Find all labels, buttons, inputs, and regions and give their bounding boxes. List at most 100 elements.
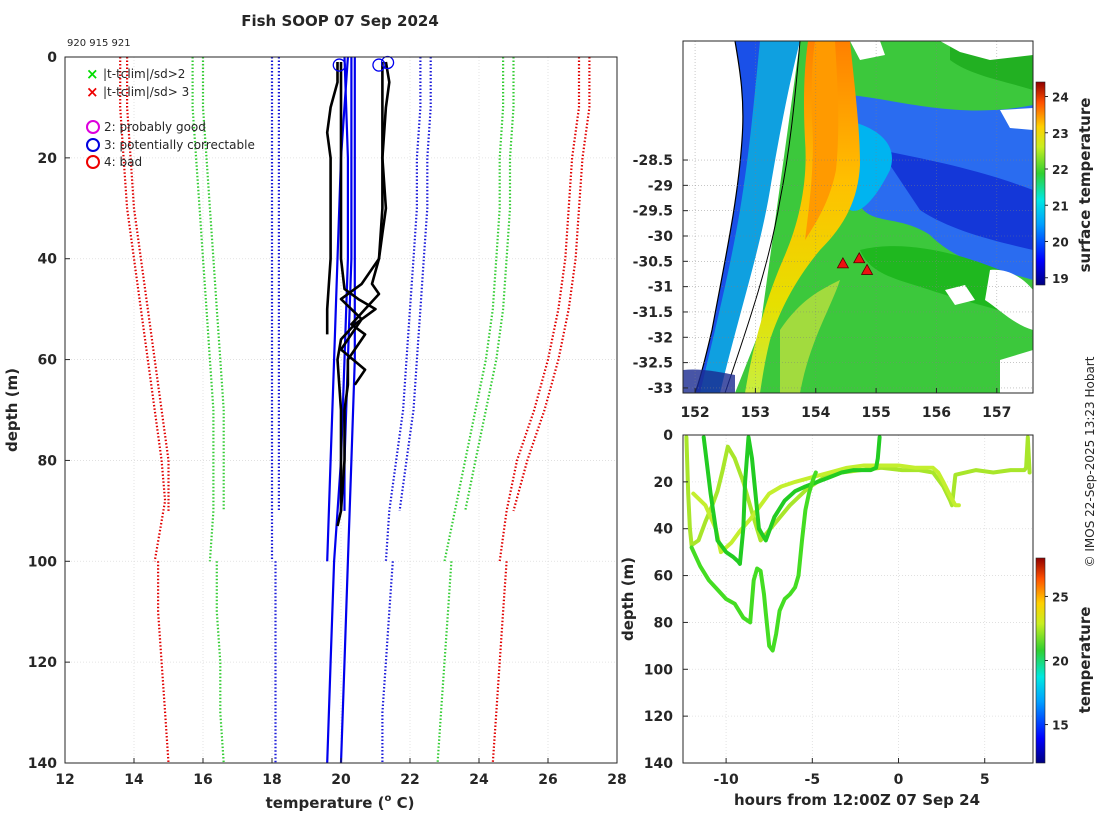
map-y-tick-label: -33 <box>648 381 673 397</box>
depth-time-y-tick-label: 0 <box>663 428 673 444</box>
climatology-envelope-line <box>191 57 215 562</box>
sst-colorbar-tick-label: 21 <box>1052 199 1069 213</box>
observed-profile-line <box>339 62 384 511</box>
profile-y-tick-label: 60 <box>38 353 58 369</box>
legend-label-flag3: 3: potentially correctable <box>104 138 255 152</box>
profile-x-label: temperature (o C) <box>266 793 415 812</box>
station-markers <box>836 251 874 275</box>
map-y-tick-label: -30.5 <box>633 254 673 270</box>
profile-x-tick-label: 14 <box>124 772 144 788</box>
depth-time-y-tick-label: 20 <box>654 475 674 491</box>
depth-time-x-tick-label: 5 <box>980 772 990 788</box>
legend-label-flag4: 4: bad <box>104 155 142 169</box>
map-x-tick-label: 156 <box>922 405 951 421</box>
profile-y-tick-label: 140 <box>28 756 57 772</box>
map-y-tick-label: -30 <box>648 229 674 245</box>
station-triangle <box>836 257 850 269</box>
depth-time-tracks <box>684 435 1032 653</box>
depth-time-y-label: depth (m) <box>619 557 637 641</box>
legend-item-flag2: 2: probably good <box>86 120 206 134</box>
temperature-colorbar-tick-label: 15 <box>1052 719 1069 733</box>
observed-profile-line <box>325 62 339 335</box>
map-y-tick-label: -29 <box>648 178 673 194</box>
profile-y-tick-label: 120 <box>28 655 57 671</box>
sst-colorbar-label: surface temperature <box>1076 98 1094 273</box>
depth-time-y-tick-label: 100 <box>644 662 673 678</box>
map-y-ticks: -28.5 -29 -29.5 -30 -30.5 -31 -31.5 -32 -32.5 -33 <box>633 153 688 397</box>
sst-colorbar <box>1035 81 1046 286</box>
depth-time-chart: -10 -5 0 5 0 20 40 60 80 100 120 140 hours from 12… <box>619 428 1094 809</box>
legend-item-flag4: 4: bad <box>86 155 142 169</box>
sst-colorbar-tick-label: 24 <box>1052 91 1069 105</box>
red-x-marker: × <box>86 83 99 101</box>
mean-profile-line <box>339 57 356 764</box>
depth-time-axes-box <box>682 434 1034 764</box>
profile-y-tick-label: 100 <box>28 554 57 570</box>
map-x-tick-label: 157 <box>982 405 1011 421</box>
climatology-envelope-line <box>384 57 422 562</box>
sst-map: 152 153 154 155 156 157 -28.5 -29 -29.5 -30 -30.5… <box>633 40 1094 421</box>
sst-field <box>683 41 1033 393</box>
profile-y-tick-label: 80 <box>38 453 58 469</box>
sst-colorbar-tick-label: 20 <box>1052 236 1069 250</box>
legend-label-clim3: |t-tclim|/sd> 3 <box>103 85 189 99</box>
map-y-tick-label: -31 <box>648 280 673 296</box>
map-x-tick-label: 155 <box>861 405 890 421</box>
climatology-envelope-line <box>398 57 432 512</box>
profile-x-tick-label: 22 <box>400 772 419 788</box>
map-y-tick-label: -32.5 <box>633 356 673 372</box>
temperature-colorbar-tick-label: 25 <box>1052 590 1069 604</box>
legend-label-clim2: |t-tclim|/sd>2 <box>103 67 185 81</box>
legend-item-clim2: × |t-tclim|/sd>2 <box>86 65 185 83</box>
temperature-colorbar-ticks: 15 20 25 <box>1045 590 1069 733</box>
profile-chart: 12 14 16 18 20 22 24 26 28 0 20 40 60 80 100 120 140 Fi… <box>3 12 627 812</box>
profile-y-tick-label: 20 <box>38 151 58 167</box>
depth-time-x-ticks: -10 -5 0 5 <box>713 758 990 788</box>
profile-x-tick-label: 28 <box>607 772 626 788</box>
climatology-envelope-line <box>215 561 225 764</box>
legend-item-clim3: × |t-tclim|/sd> 3 <box>86 83 189 101</box>
map-x-ticks: 152 153 154 155 156 157 <box>680 388 1011 421</box>
climatology-envelope-line <box>125 57 170 511</box>
observed-profile-line <box>336 62 377 527</box>
depth-time-y-tick-label: 120 <box>644 709 673 725</box>
climatology-envelopes <box>119 57 591 764</box>
depth-time-y-tick-label: 80 <box>654 615 674 631</box>
depth-time-x-tick-label: 0 <box>894 772 904 788</box>
station-triangle <box>860 263 874 275</box>
map-y-tick-label: -29.5 <box>633 204 673 220</box>
flag-circles <box>332 55 395 72</box>
observed-profile-line <box>339 61 391 386</box>
profile-y-tick-label: 0 <box>47 50 57 66</box>
sst-colorbar-ticks: 19 20 21 22 23 24 <box>1045 91 1069 286</box>
depth-time-track <box>689 470 818 653</box>
climatology-envelope-line <box>157 561 170 764</box>
legend-item-flag3: 3: potentially correctable <box>86 138 255 152</box>
station-triangle <box>853 251 866 264</box>
red-circle-marker <box>86 155 100 169</box>
sst-colorbar-tick-label: 22 <box>1052 163 1069 177</box>
flag-circle <box>332 58 346 72</box>
flag-circle <box>372 58 386 72</box>
map-x-tick-label: 154 <box>801 405 830 421</box>
depth-time-y-tick-label: 40 <box>654 522 674 538</box>
climatology-envelope-line <box>201 57 225 511</box>
profile-y-ticks: 0 20 40 60 80 100 120 140 <box>28 50 70 772</box>
green-x-marker: × <box>86 65 99 83</box>
sst-colorbar-tick-label: 19 <box>1052 272 1069 286</box>
climatology-envelope-line <box>491 561 508 764</box>
profile-x-tick-label: 20 <box>331 772 351 788</box>
profile-x-tick-label: 12 <box>55 772 74 788</box>
map-axes-box <box>682 40 1034 394</box>
station-ids: 920 915 921 <box>67 38 131 49</box>
climatology-envelope-line <box>436 561 453 764</box>
depth-time-x-tick-label: -5 <box>805 772 821 788</box>
observed-profiles <box>325 61 391 527</box>
magenta-circle-marker <box>86 120 100 134</box>
depth-time-track <box>701 435 882 566</box>
climatology-envelope-line <box>443 57 505 562</box>
climatology-envelope-line <box>498 57 581 562</box>
profile-x-ticks: 12 14 16 18 20 22 24 26 28 <box>55 758 627 788</box>
blue-circle-marker <box>86 138 100 152</box>
